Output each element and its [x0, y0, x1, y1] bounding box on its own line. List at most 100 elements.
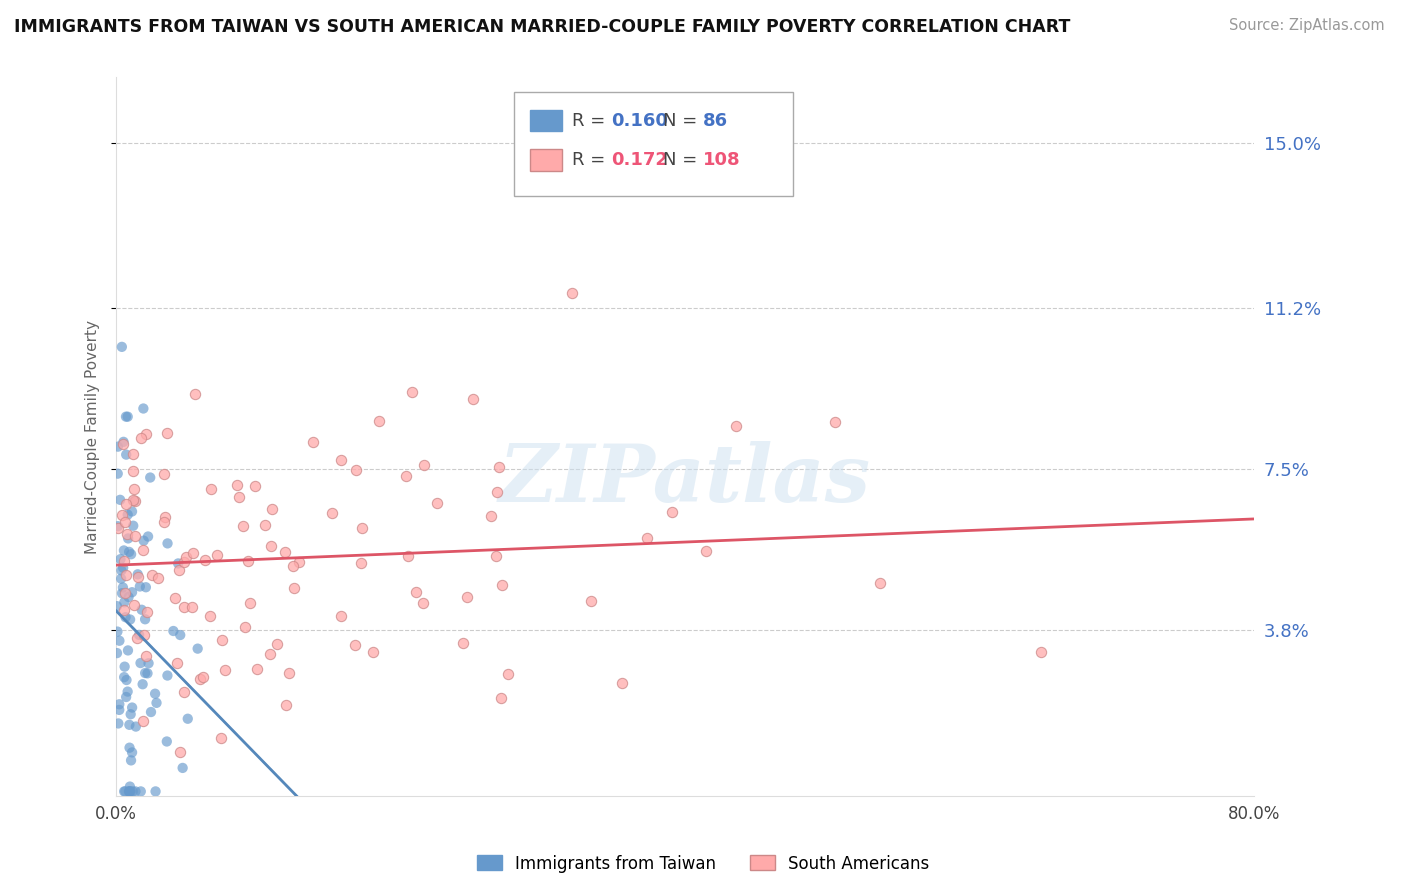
- Legend: Immigrants from Taiwan, South Americans: Immigrants from Taiwan, South Americans: [470, 848, 936, 880]
- Point: [191, 670, 214, 684]
- Point: [636, 531, 658, 545]
- Point: [695, 543, 717, 558]
- Text: R =: R =: [572, 112, 612, 129]
- Point: [344, 463, 367, 477]
- Point: [127, 567, 149, 582]
- Point: [110, 564, 132, 578]
- Point: [177, 712, 200, 726]
- Point: [412, 596, 434, 610]
- Point: [209, 731, 232, 745]
- Point: [361, 645, 384, 659]
- Point: [260, 501, 283, 516]
- Point: [152, 515, 174, 529]
- Point: [214, 663, 236, 677]
- Point: [485, 484, 508, 499]
- Point: [129, 431, 152, 445]
- Point: [136, 529, 159, 543]
- Point: [488, 460, 510, 475]
- Point: [112, 595, 135, 609]
- Point: [118, 784, 141, 798]
- Point: [134, 666, 156, 681]
- Point: [396, 549, 419, 564]
- Point: [122, 599, 145, 613]
- Point: [173, 599, 195, 614]
- Point: [451, 636, 474, 650]
- Point: [278, 665, 301, 680]
- Point: [132, 714, 155, 728]
- Point: [112, 434, 135, 449]
- Point: [132, 533, 155, 548]
- Point: [162, 624, 184, 638]
- Point: [128, 628, 150, 642]
- Point: [260, 539, 283, 553]
- FancyBboxPatch shape: [530, 149, 562, 171]
- Point: [114, 784, 136, 798]
- Point: [118, 545, 141, 559]
- Point: [281, 558, 304, 573]
- Point: [330, 453, 353, 467]
- Point: [115, 690, 138, 704]
- Point: [127, 569, 149, 583]
- Point: [156, 536, 179, 550]
- Point: [117, 508, 139, 522]
- Point: [111, 340, 134, 354]
- Point: [239, 596, 262, 610]
- Point: [127, 632, 149, 646]
- Point: [205, 548, 228, 562]
- Point: [132, 627, 155, 641]
- Point: [108, 492, 131, 507]
- Point: [115, 409, 138, 424]
- Point: [198, 609, 221, 624]
- Point: [824, 415, 846, 429]
- Point: [112, 784, 135, 798]
- Point: [114, 585, 136, 599]
- Text: R =: R =: [572, 151, 612, 169]
- Point: [111, 586, 134, 600]
- Point: [115, 568, 138, 582]
- Point: [274, 545, 297, 559]
- Point: [156, 426, 179, 441]
- Point: [112, 670, 135, 684]
- Point: [167, 564, 190, 578]
- Point: [176, 549, 198, 564]
- Point: [259, 647, 281, 661]
- Point: [118, 740, 141, 755]
- Point: [114, 659, 136, 673]
- Point: [120, 547, 142, 561]
- Point: [107, 521, 129, 535]
- Point: [118, 784, 141, 798]
- Point: [156, 668, 179, 682]
- Point: [121, 464, 143, 478]
- Point: [498, 667, 520, 681]
- Point: [246, 662, 269, 676]
- Point: [125, 720, 148, 734]
- Point: [115, 448, 138, 462]
- Point: [124, 494, 146, 508]
- Point: [479, 508, 502, 523]
- Point: [108, 698, 131, 712]
- Point: [124, 784, 146, 798]
- Point: [367, 414, 389, 428]
- Point: [245, 479, 267, 493]
- Point: [395, 469, 418, 483]
- Point: [491, 691, 513, 706]
- Point: [167, 557, 190, 571]
- Point: [117, 532, 139, 546]
- Point: [485, 549, 508, 563]
- Text: 108: 108: [703, 151, 741, 169]
- Point: [114, 497, 136, 511]
- Point: [107, 519, 129, 533]
- Point: [253, 517, 276, 532]
- Point: [129, 784, 152, 798]
- Point: [1029, 645, 1052, 659]
- Point: [136, 605, 159, 619]
- Point: [232, 518, 254, 533]
- Point: [117, 409, 139, 424]
- Point: [425, 496, 447, 510]
- Point: [132, 543, 155, 558]
- Point: [169, 745, 191, 759]
- Point: [187, 641, 209, 656]
- Point: [869, 576, 891, 591]
- Point: [110, 572, 132, 586]
- Point: [131, 677, 153, 691]
